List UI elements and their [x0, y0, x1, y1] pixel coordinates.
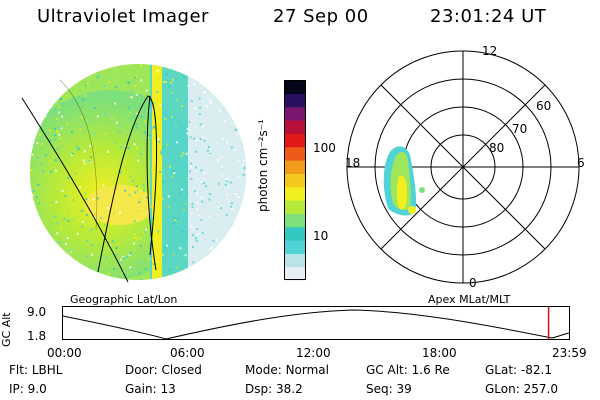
info-glat: GLat: -82.1 — [485, 363, 552, 377]
info-glon: GLon: 257.0 — [485, 382, 558, 396]
geographic-caption: Geographic Lat/Lon — [70, 293, 178, 306]
map-line — [97, 95, 158, 273]
date-label: 27 Sep 00 — [273, 6, 369, 27]
info-glat-value: -82.1 — [520, 363, 552, 377]
colorbar-tick-100: 100 — [313, 141, 336, 155]
info-seq-value: 39 — [396, 382, 412, 396]
info-ip-value: 9.0 — [27, 382, 47, 396]
colorbar-segment — [284, 253, 306, 268]
altitude-frame — [62, 306, 570, 340]
lat-label-60: 60 — [536, 99, 552, 113]
instrument-title: Ultraviolet Imager — [37, 6, 209, 27]
colorbar-segment — [284, 80, 306, 94]
colorbar-segment — [284, 146, 306, 161]
map-line — [59, 79, 98, 231]
mlt-label-12: 12 — [482, 44, 498, 58]
altitude-xtick-2: 12:00 — [296, 346, 331, 360]
colorbar-segment — [284, 200, 306, 214]
colorbar-segment — [284, 106, 306, 121]
colorbar-segment — [284, 93, 306, 108]
colorbar-segment — [284, 173, 306, 188]
colorbar-frame — [284, 80, 306, 280]
info-gcalt-value: 1.6 Re — [411, 363, 450, 377]
colorbar-tick-10: 10 — [313, 229, 329, 243]
colorbar-segment — [284, 213, 306, 228]
info-mode-value: Normal — [285, 363, 329, 377]
apex-caption: Apex MLat/MLT — [428, 293, 511, 306]
altitude-ylabel: GC Alt — [0, 312, 13, 347]
info-seq: Seq: 39 — [366, 382, 412, 396]
colorbar-segment — [284, 226, 306, 241]
map-line — [146, 95, 157, 271]
info-flt-value: LBHL — [31, 363, 63, 377]
altitude-ytick-min: 1.8 — [27, 329, 47, 343]
altitude-curve — [62, 309, 570, 340]
altitude-xtick-4: 23:59 — [552, 346, 587, 360]
info-ip: IP: 9.0 — [9, 382, 47, 396]
info-gain: Gain: 13 — [125, 382, 176, 396]
info-flt: Flt: LBHL — [9, 363, 63, 377]
map-line — [21, 97, 129, 283]
info-glon-value: 257.0 — [523, 382, 558, 396]
info-door-value: Closed — [161, 363, 202, 377]
altitude-xtick-0: 00:00 — [47, 346, 82, 360]
colorbar — [284, 80, 306, 281]
mlt-label-0: 0 — [469, 276, 477, 290]
info-dsp-value: 38.2 — [275, 382, 303, 396]
colorbar-segment — [284, 240, 306, 254]
lat-label-80: 80 — [489, 141, 505, 155]
mlt-label-6: 6 — [577, 156, 585, 170]
altitude-plot — [62, 306, 570, 340]
polar-meridian — [380, 84, 546, 250]
altitude-xtick-3: 18:00 — [422, 346, 457, 360]
info-mode: Mode: Normal — [245, 363, 329, 377]
colorbar-segment — [284, 266, 306, 281]
colorbar-segment — [284, 133, 306, 148]
info-dsp: Dsp: 38.2 — [245, 382, 303, 396]
info-gain-value: 13 — [160, 382, 176, 396]
info-gcalt: GC Alt: 1.6 Re — [366, 363, 450, 377]
info-door: Door: Closed — [125, 363, 202, 377]
mlt-label-18: 18 — [345, 156, 361, 170]
colorbar-segment — [284, 120, 306, 134]
altitude-xtick-1: 06:00 — [170, 346, 205, 360]
colorbar-segment — [284, 160, 306, 174]
auroral-oval — [383, 146, 425, 216]
lat-label-70: 70 — [512, 122, 528, 136]
time-label: 23:01:24 UT — [430, 6, 547, 27]
colorbar-segment — [284, 186, 306, 201]
altitude-ytick-max: 9.0 — [27, 305, 47, 319]
